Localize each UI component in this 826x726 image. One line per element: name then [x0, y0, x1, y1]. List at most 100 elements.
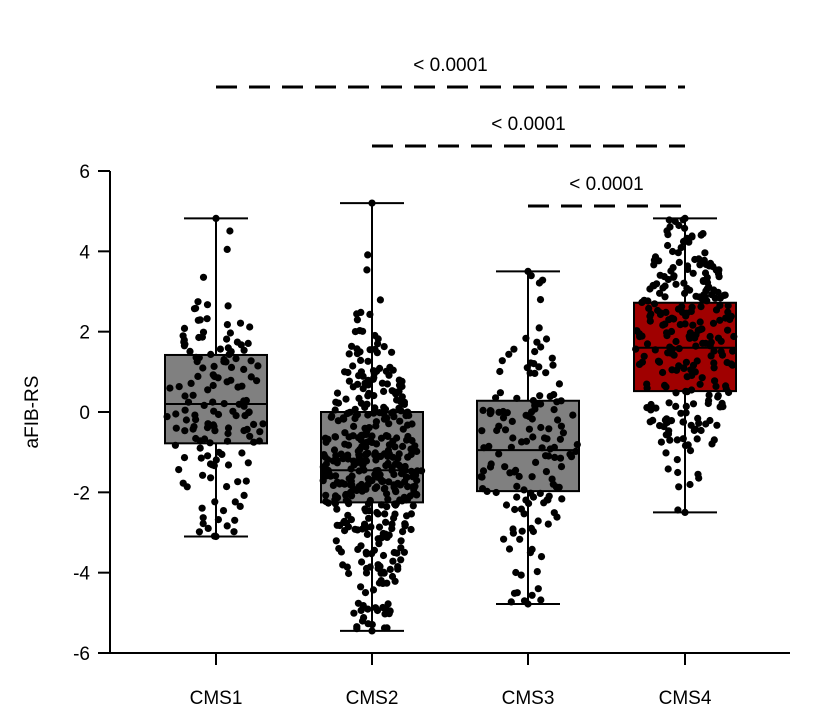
data-point	[375, 523, 384, 531]
data-point	[692, 331, 700, 339]
data-point	[189, 391, 197, 399]
data-point	[686, 447, 695, 455]
data-point	[492, 394, 500, 402]
data-point	[349, 362, 357, 370]
data-point	[693, 435, 701, 443]
data-point	[250, 420, 258, 428]
data-point	[207, 474, 215, 482]
y-tick-label: -2	[73, 483, 90, 504]
data-point	[677, 409, 685, 417]
data-point	[539, 276, 547, 284]
data-point	[555, 483, 563, 491]
data-point	[679, 216, 687, 224]
data-point	[365, 514, 373, 522]
data-point	[236, 502, 244, 510]
data-point	[686, 480, 694, 489]
data-point	[198, 504, 206, 512]
data-point	[478, 427, 486, 435]
data-point	[691, 255, 699, 264]
data-point	[354, 380, 362, 388]
data-point	[347, 489, 355, 497]
data-point	[163, 413, 171, 421]
data-point	[487, 407, 495, 415]
data-point	[522, 334, 530, 342]
data-point	[557, 463, 566, 471]
data-point	[407, 525, 415, 534]
data-point	[341, 440, 349, 448]
data-point	[513, 482, 521, 490]
data-point	[567, 453, 576, 461]
data-point	[537, 423, 545, 432]
data-point	[203, 301, 212, 309]
data-point	[186, 347, 194, 355]
data-point	[480, 444, 488, 452]
data-point	[223, 335, 231, 343]
data-point	[166, 384, 174, 392]
data-point	[224, 302, 232, 310]
data-point	[374, 473, 382, 481]
data-point	[410, 489, 418, 497]
data-point	[554, 416, 562, 424]
data-point	[370, 409, 378, 417]
data-point	[672, 280, 680, 288]
data-point	[240, 491, 248, 499]
data-point	[255, 437, 263, 445]
data-point	[351, 328, 359, 336]
data-point	[724, 302, 732, 310]
points-cms4	[632, 214, 738, 516]
data-point	[529, 493, 538, 501]
data-point	[691, 425, 700, 433]
data-point	[730, 332, 738, 341]
data-point	[507, 598, 515, 606]
data-point	[353, 316, 361, 324]
data-point	[331, 433, 339, 441]
data-point	[240, 365, 248, 373]
data-point	[368, 477, 376, 485]
data-point	[556, 435, 565, 443]
data-point	[371, 484, 379, 492]
data-point	[516, 535, 524, 543]
data-point	[240, 346, 248, 354]
data-point	[386, 363, 394, 371]
data-point	[234, 383, 242, 391]
data-point	[375, 579, 383, 587]
data-point	[663, 227, 671, 235]
data-point	[388, 464, 396, 472]
data-point	[384, 495, 392, 503]
data-point	[660, 423, 668, 431]
data-point	[538, 444, 546, 452]
data-point	[705, 391, 713, 399]
data-point	[383, 380, 391, 388]
data-point	[706, 416, 714, 425]
data-point	[385, 478, 393, 486]
p-value-label: < 0.0001	[569, 174, 644, 195]
data-point	[175, 383, 183, 391]
data-point	[517, 571, 525, 579]
data-point	[179, 332, 187, 340]
data-point	[360, 466, 368, 474]
data-point	[175, 466, 183, 474]
x-category-label: CMS3	[502, 688, 555, 709]
data-point	[209, 381, 217, 390]
data-point	[640, 352, 648, 360]
data-point	[223, 522, 231, 530]
data-point	[223, 437, 232, 445]
data-point	[496, 389, 504, 397]
data-point	[694, 470, 702, 478]
data-point	[716, 403, 724, 411]
data-point	[682, 358, 691, 366]
data-point	[215, 448, 223, 456]
data-point	[682, 402, 690, 410]
data-point	[696, 261, 704, 269]
data-point	[518, 527, 526, 535]
data-point	[357, 542, 365, 550]
data-point	[388, 348, 396, 356]
data-point	[716, 294, 725, 302]
data-point	[327, 413, 335, 421]
data-point	[362, 443, 370, 451]
data-point	[347, 465, 355, 473]
data-point	[180, 342, 188, 350]
data-point	[635, 330, 643, 338]
data-point	[647, 310, 655, 318]
data-point	[390, 413, 398, 421]
